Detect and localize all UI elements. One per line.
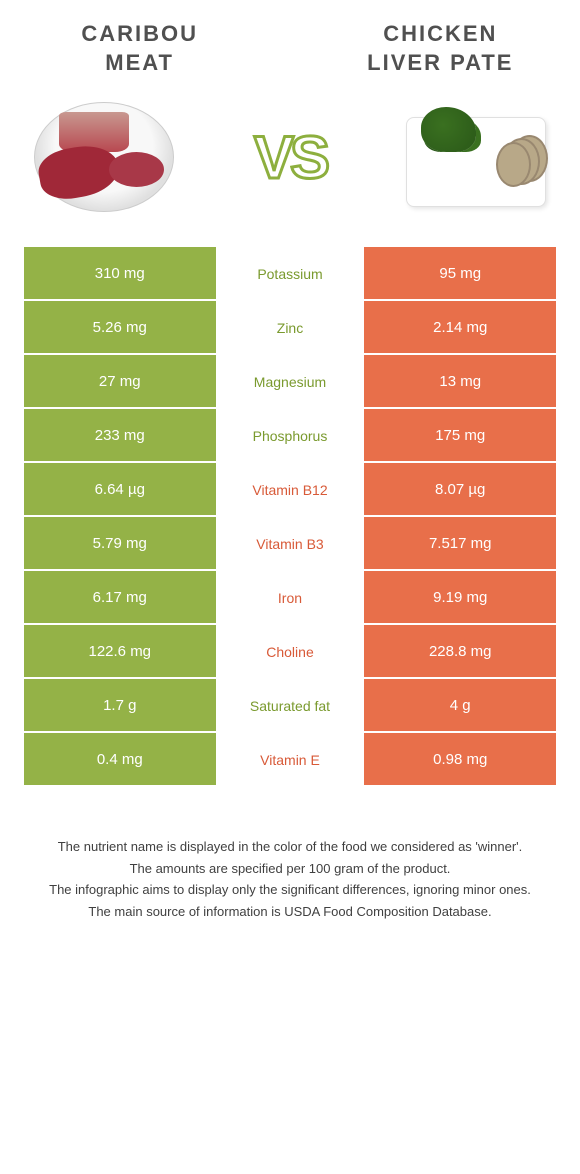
table-row: 122.6 mgCholine228.8 mg — [24, 625, 556, 679]
nutrient-name: Vitamin E — [216, 733, 365, 787]
right-value: 13 mg — [364, 355, 556, 409]
footer-line: The infographic aims to display only the… — [24, 880, 556, 900]
right-value: 228.8 mg — [364, 625, 556, 679]
left-value: 233 mg — [24, 409, 216, 463]
right-value: 4 g — [364, 679, 556, 733]
nutrient-name: Phosphorus — [216, 409, 365, 463]
table-row: 5.79 mgVitamin B37.517 mg — [24, 517, 556, 571]
right-value: 8.07 µg — [364, 463, 556, 517]
left-value: 122.6 mg — [24, 625, 216, 679]
table-row: 5.26 mgZinc2.14 mg — [24, 301, 556, 355]
nutrient-name: Choline — [216, 625, 365, 679]
right-value: 7.517 mg — [364, 517, 556, 571]
header: CARIBOU MEAT CHICKEN LIVER PATE — [24, 20, 556, 77]
table-row: 27 mgMagnesium13 mg — [24, 355, 556, 409]
left-value: 6.17 mg — [24, 571, 216, 625]
left-value: 5.26 mg — [24, 301, 216, 355]
left-value: 6.64 µg — [24, 463, 216, 517]
left-value: 1.7 g — [24, 679, 216, 733]
footer-line: The amounts are specified per 100 gram o… — [24, 859, 556, 879]
right-food-title: CHICKEN LIVER PATE — [325, 20, 556, 77]
right-value: 0.98 mg — [364, 733, 556, 787]
nutrient-name: Vitamin B12 — [216, 463, 365, 517]
images-row: VS — [24, 97, 556, 217]
right-value: 2.14 mg — [364, 301, 556, 355]
table-row: 0.4 mgVitamin E0.98 mg — [24, 733, 556, 787]
table-row: 233 mgPhosphorus175 mg — [24, 409, 556, 463]
nutrient-name: Vitamin B3 — [216, 517, 365, 571]
left-value: 310 mg — [24, 247, 216, 301]
right-food-image — [396, 97, 556, 217]
vs-badge: VS — [254, 123, 326, 192]
nutrient-name: Magnesium — [216, 355, 365, 409]
footer-line: The nutrient name is displayed in the co… — [24, 837, 556, 857]
left-value: 5.79 mg — [24, 517, 216, 571]
right-value: 95 mg — [364, 247, 556, 301]
footer-notes: The nutrient name is displayed in the co… — [24, 837, 556, 921]
left-food-image — [24, 97, 184, 217]
left-food-title: CARIBOU MEAT — [24, 20, 255, 77]
right-value: 9.19 mg — [364, 571, 556, 625]
footer-line: The main source of information is USDA F… — [24, 902, 556, 922]
left-value: 27 mg — [24, 355, 216, 409]
nutrient-name: Potassium — [216, 247, 365, 301]
left-value: 0.4 mg — [24, 733, 216, 787]
nutrient-name: Zinc — [216, 301, 365, 355]
table-row: 1.7 gSaturated fat4 g — [24, 679, 556, 733]
right-value: 175 mg — [364, 409, 556, 463]
table-row: 310 mgPotassium95 mg — [24, 247, 556, 301]
table-row: 6.17 mgIron9.19 mg — [24, 571, 556, 625]
nutrient-name: Iron — [216, 571, 365, 625]
table-row: 6.64 µgVitamin B128.07 µg — [24, 463, 556, 517]
comparison-table: 310 mgPotassium95 mg5.26 mgZinc2.14 mg27… — [24, 247, 556, 787]
nutrient-name: Saturated fat — [216, 679, 365, 733]
